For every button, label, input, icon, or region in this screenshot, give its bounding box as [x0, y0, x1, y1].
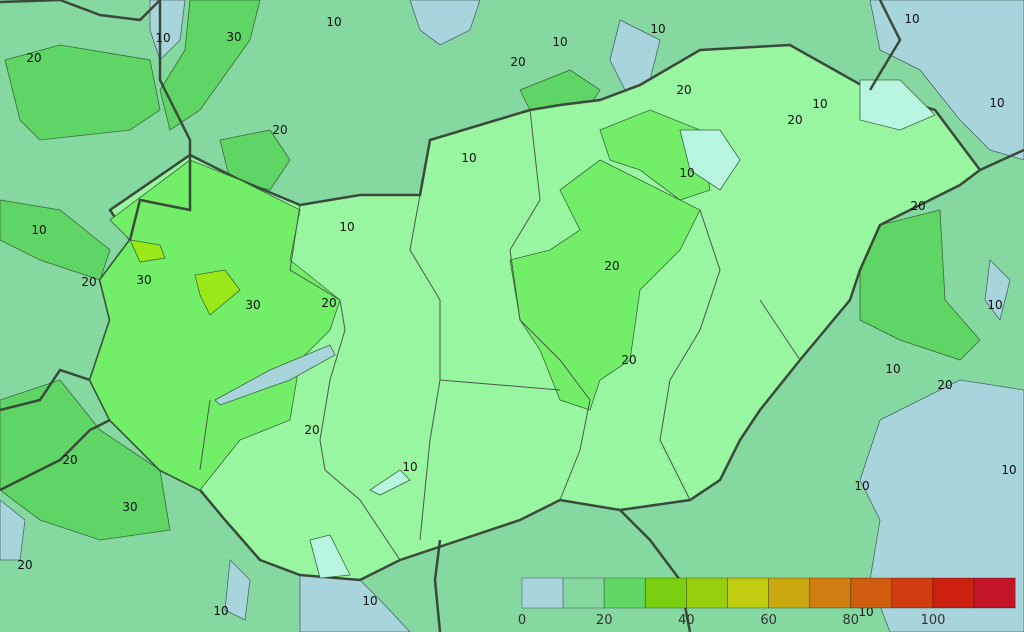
contour-label: 10 [987, 298, 1002, 312]
contour-label: 10 [31, 223, 46, 237]
contour-label: 20 [787, 113, 802, 127]
legend-tick-label: 100 [921, 613, 946, 628]
legend-swatch [973, 577, 1016, 609]
contour-label: 10 [854, 479, 869, 493]
contour-label: 20 [304, 423, 319, 437]
contour-label: 10 [812, 97, 827, 111]
legend-swatch [891, 577, 934, 609]
contour-label: 10 [989, 96, 1004, 110]
contour-label: 10 [461, 151, 476, 165]
legend-tick-label: 80 [843, 613, 860, 628]
contour-label: 10 [858, 605, 873, 619]
contour-label: 20 [81, 275, 96, 289]
legend-swatch [644, 577, 687, 609]
contour-labels: 10 30 10 10 10 20 10 10 20 20 20 10 20 10 10 20 10 10 20 30… [17, 12, 1016, 619]
contour-label: 20 [510, 55, 525, 69]
contour-label: 10 [679, 166, 694, 180]
contour-label: 30 [136, 273, 151, 287]
legend-swatch [768, 577, 811, 609]
legend-swatch [521, 577, 564, 609]
legend-tick-label: 20 [596, 613, 613, 628]
legend-swatch [686, 577, 728, 609]
contour-label: 20 [676, 83, 691, 97]
contour-label: 10 [339, 220, 354, 234]
legend: 0 20 40 60 80 100 [518, 577, 1016, 628]
legend-tick-label: 40 [678, 613, 695, 628]
contour-label: 10 [213, 604, 228, 618]
contour-label: 10 [885, 362, 900, 376]
legend-swatch [809, 577, 852, 609]
contour-label: 30 [226, 30, 241, 44]
contour-label: 20 [937, 378, 952, 392]
contour-label: 10 [155, 31, 170, 45]
contour-label: 30 [245, 298, 260, 312]
contour-label: 10 [362, 594, 377, 608]
contour-label: 20 [910, 199, 925, 213]
inside-areas [89, 79, 936, 579]
contour-label: 10 [402, 460, 417, 474]
contour-label: 10 [904, 12, 919, 26]
contour-label: 30 [122, 500, 137, 514]
contour-label: 10 [552, 35, 567, 49]
legend-swatch [727, 577, 769, 609]
contour-label: 20 [604, 259, 619, 273]
contour-label: 20 [17, 558, 32, 572]
contour-label: 10 [650, 22, 665, 36]
contour-label: 20 [621, 353, 636, 367]
contour-label: 20 [26, 51, 41, 65]
contour-label: 10 [326, 15, 341, 29]
contour-label: 20 [321, 296, 336, 310]
contour-label: 10 [1001, 463, 1016, 477]
county-borders [199, 109, 801, 561]
contour-label: 20 [272, 123, 287, 137]
legend-swatch [603, 577, 646, 609]
legend-tick-label: 60 [760, 613, 777, 628]
legend-tick-label: 0 [518, 613, 526, 628]
legend-swatch [932, 577, 975, 609]
contour-label: 20 [62, 453, 77, 467]
legend-swatch [850, 577, 893, 609]
legend-swatch [562, 577, 605, 609]
